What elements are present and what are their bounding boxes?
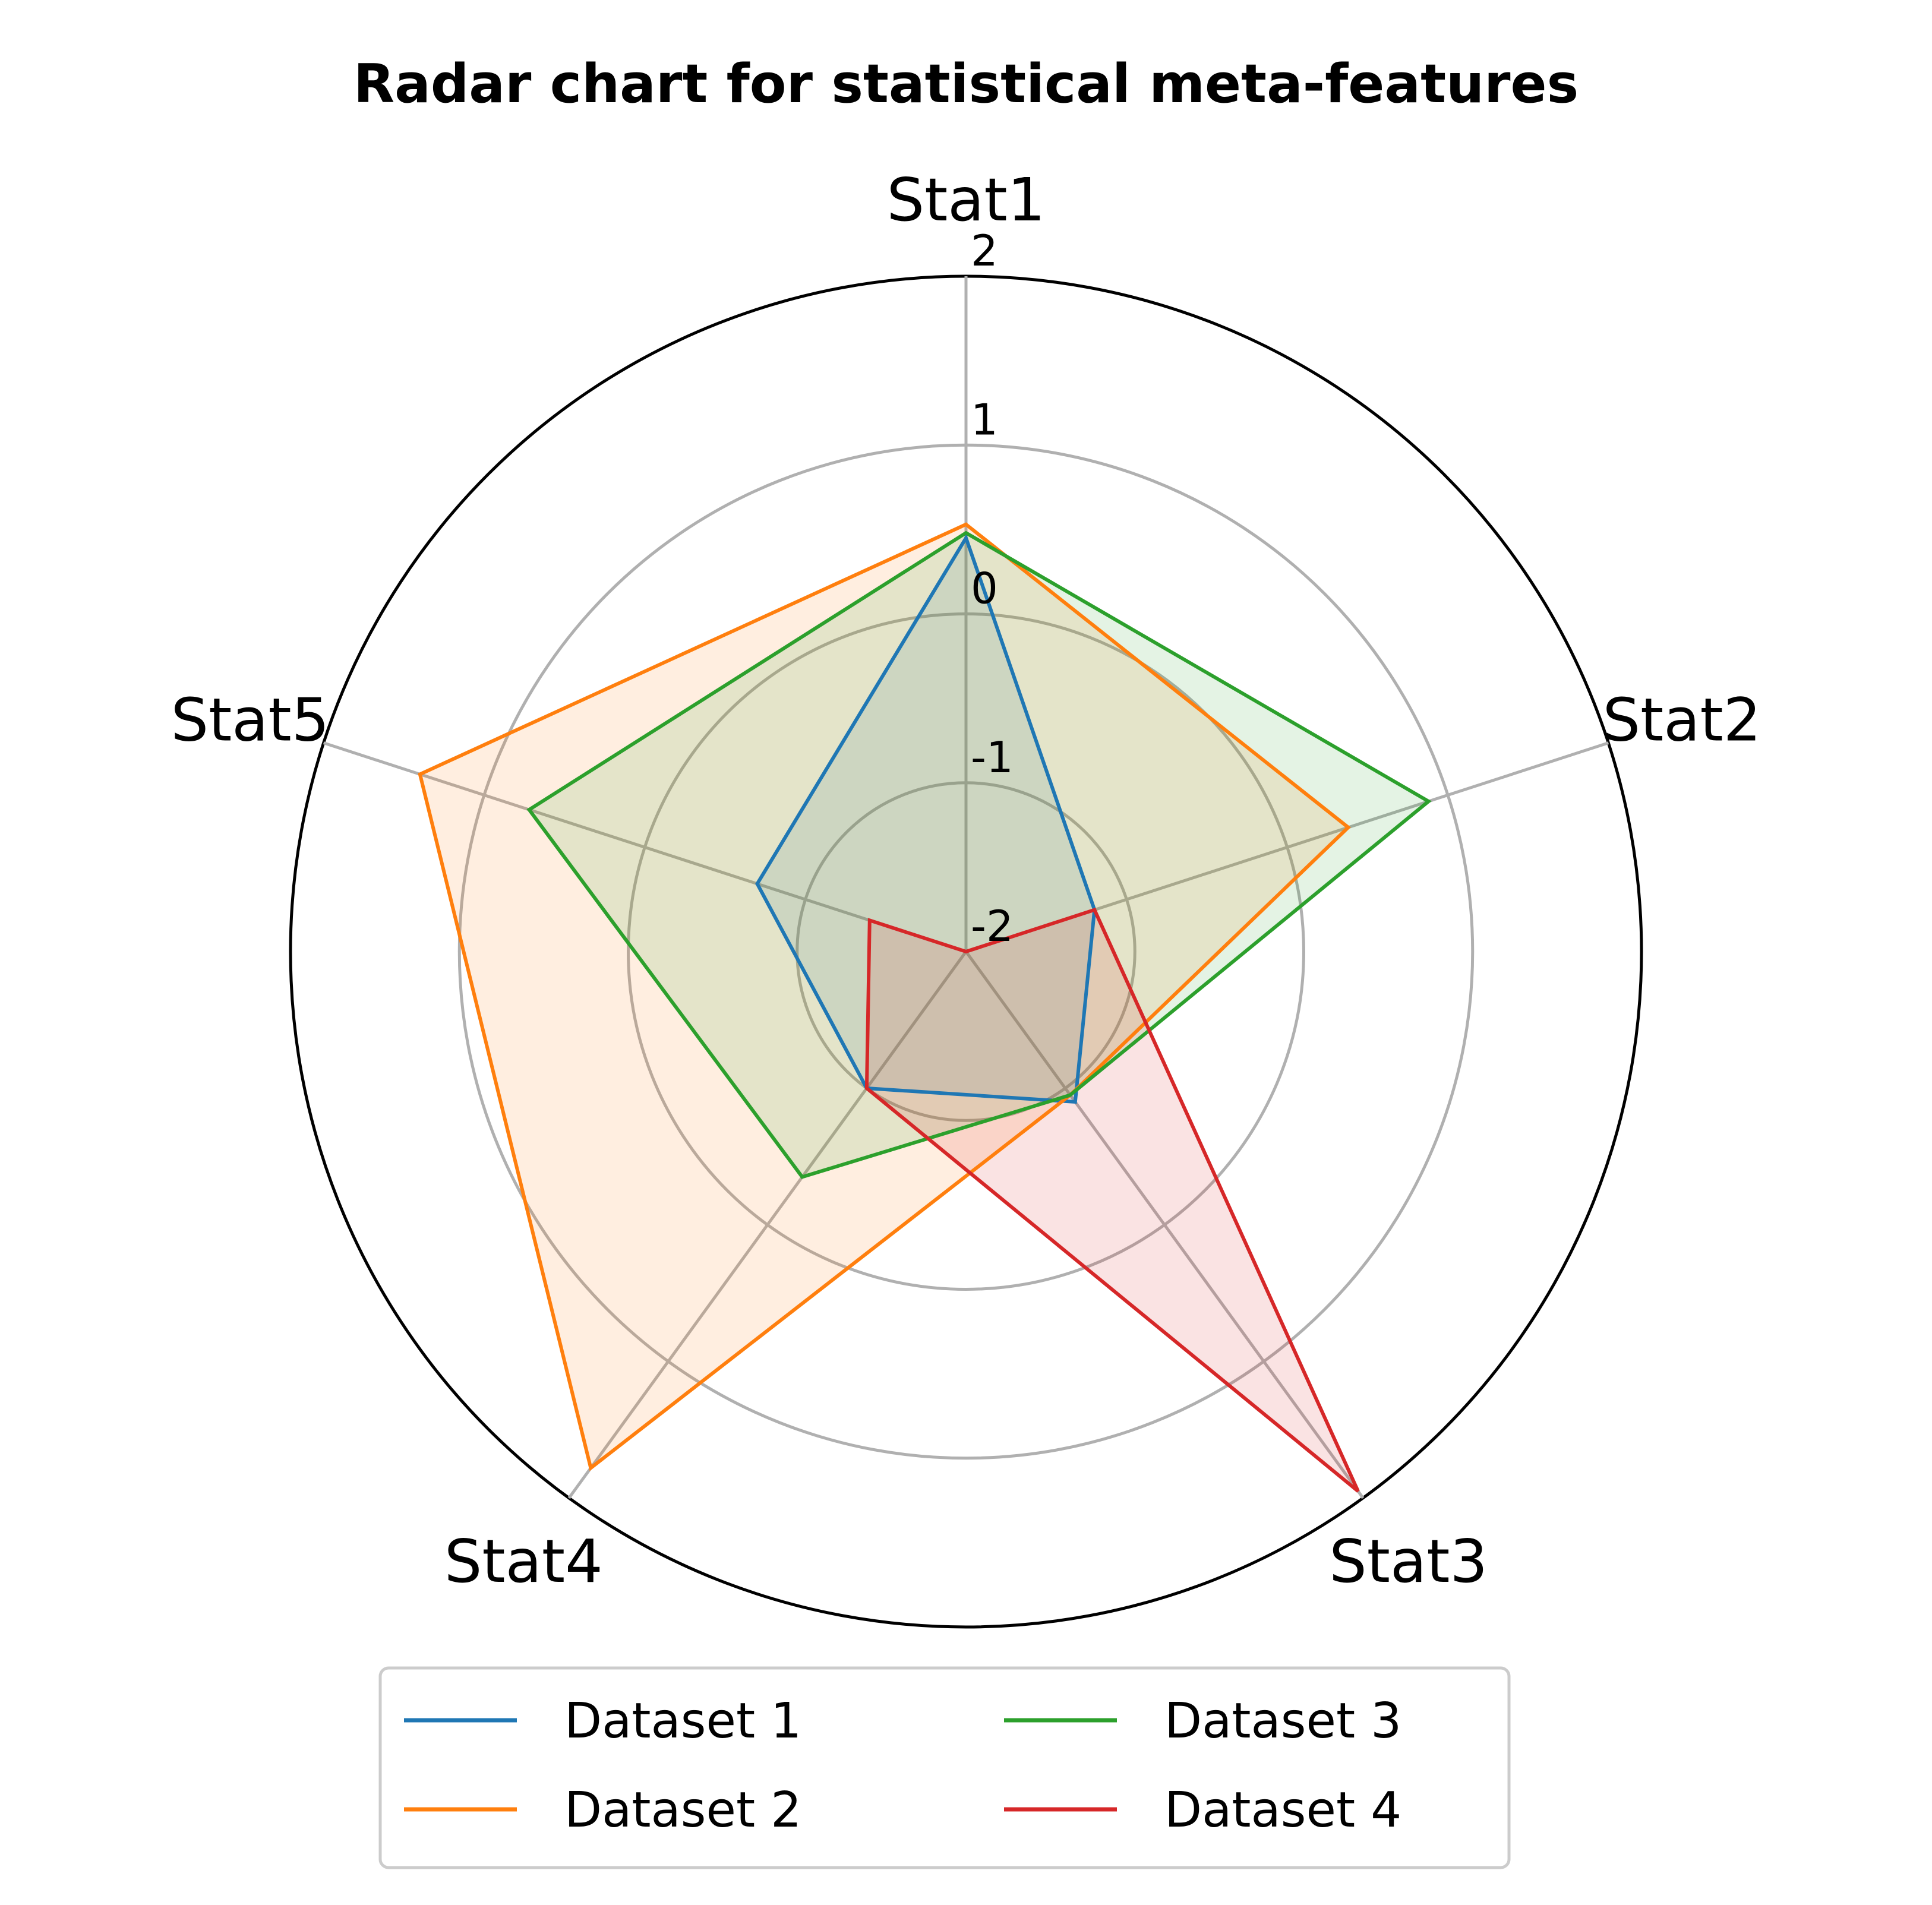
axis-label-stat1: Stat1 xyxy=(887,165,1046,235)
series-fills xyxy=(419,524,1429,1492)
spoke-line xyxy=(323,741,967,953)
series-fill-2 xyxy=(419,524,1349,1468)
legend-label-2: Dataset 2 xyxy=(564,1782,801,1838)
axis-label-stat3: Stat3 xyxy=(1329,1527,1488,1596)
legend-label-1: Dataset 1 xyxy=(564,1693,801,1749)
spoke-line xyxy=(964,950,1365,1499)
legend-frame xyxy=(378,1666,1511,1869)
series-fill-4 xyxy=(866,909,1358,1492)
tick-label: 2 xyxy=(971,226,998,276)
legend: Dataset 1 Dataset 2 Dataset 3 Dataset 4 xyxy=(378,1666,1511,1869)
series-lines xyxy=(418,522,1432,1493)
radial-grid xyxy=(289,274,1643,1629)
series-line-3 xyxy=(526,530,1432,1179)
series-line-2 xyxy=(418,522,1351,1471)
tick-label: 0 xyxy=(971,564,998,614)
radial-tick-labels: -2 -1 0 1 2 xyxy=(971,226,1014,951)
series-line-4 xyxy=(864,908,1360,1493)
tick-label: 1 xyxy=(971,394,998,444)
legend-label-3: Dataset 3 xyxy=(1164,1693,1401,1749)
legend-label-4: Dataset 4 xyxy=(1164,1782,1401,1838)
axis-label-stat4: Stat4 xyxy=(444,1527,603,1596)
axis-label-stat2: Stat2 xyxy=(1603,685,1761,755)
axis-label-stat5: Stat5 xyxy=(171,685,330,755)
tick-label: -1 xyxy=(971,732,1014,782)
axis-labels: Stat1 Stat2 Stat3 Stat4 Stat5 xyxy=(171,165,1761,1596)
series-fill-3 xyxy=(529,533,1429,1177)
tick-label: -2 xyxy=(971,901,1014,951)
spoke-line xyxy=(567,950,968,1499)
series-fill-1 xyxy=(757,538,1095,1102)
chart-title: Radar chart for statistical meta-feature… xyxy=(353,53,1579,115)
series-line-1 xyxy=(755,533,1097,1104)
